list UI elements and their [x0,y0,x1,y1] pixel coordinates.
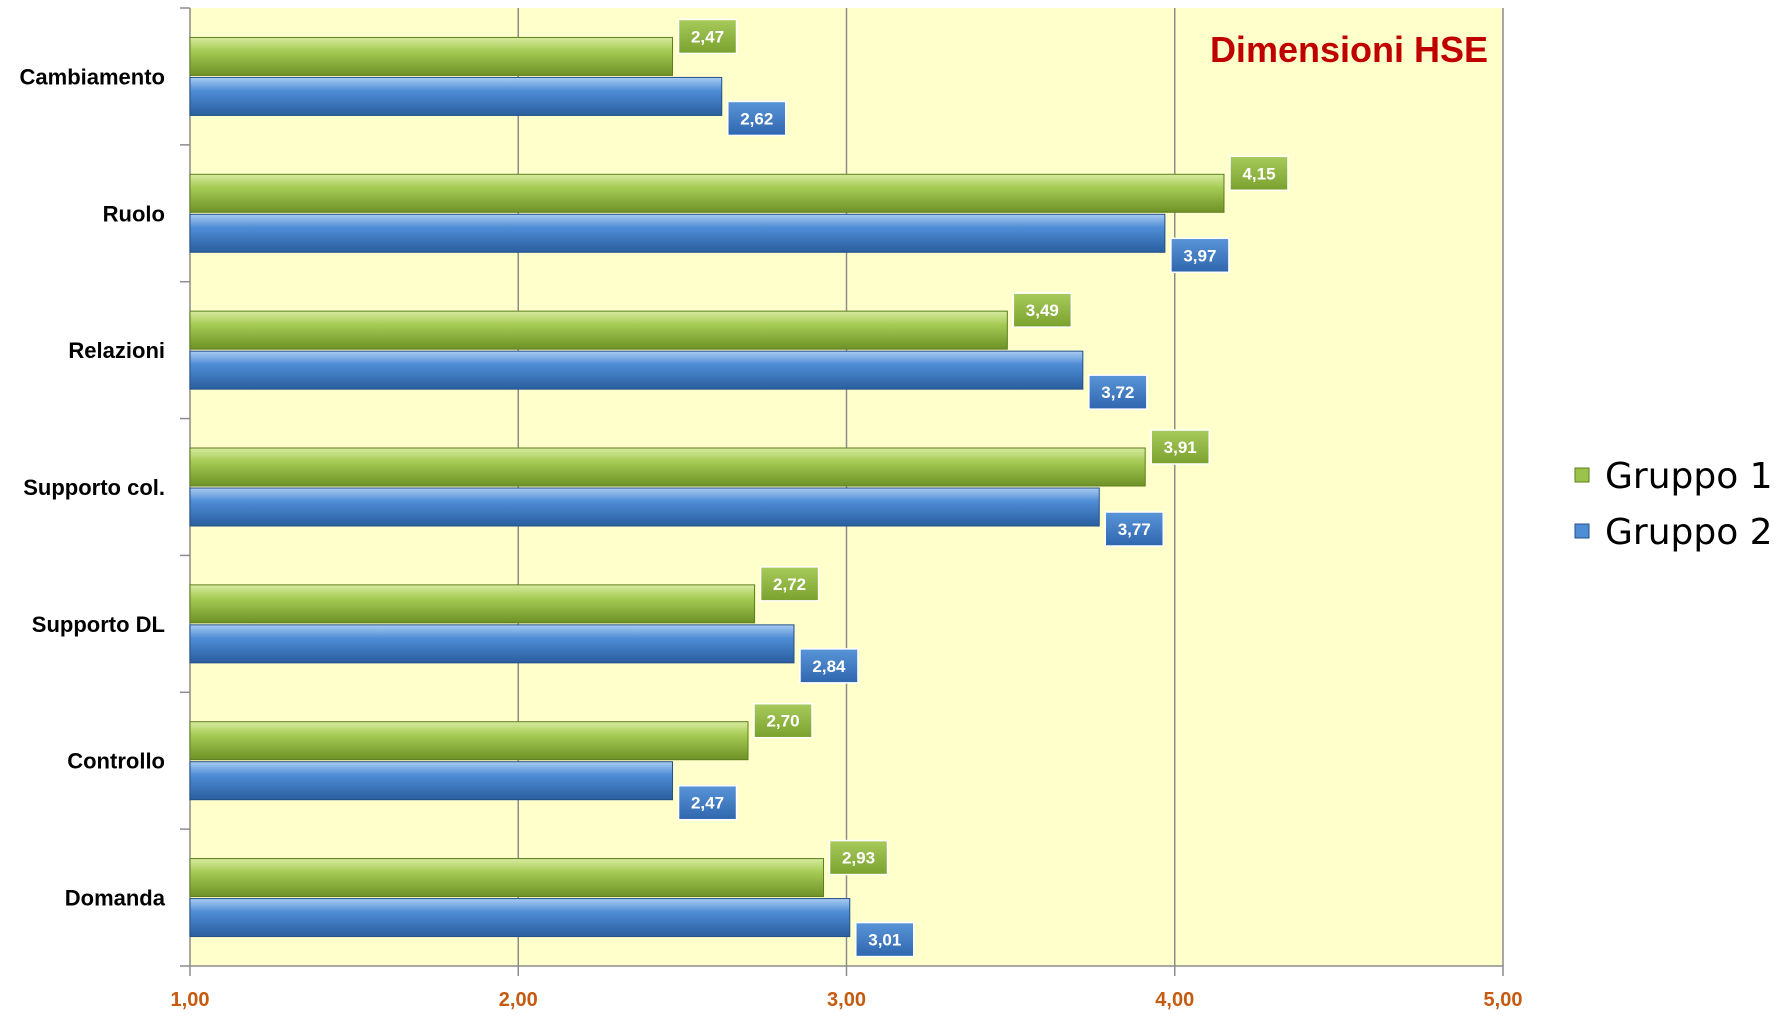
legend-label-gruppo-1: Gruppo 1 [1605,456,1773,497]
data-label: 2,93 [842,849,875,868]
bar-gruppo-2 [189,350,1084,390]
bar-gruppo-1 [189,36,674,76]
data-label-box [1150,429,1210,465]
legend-label-gruppo-2: Gruppo 2 [1605,512,1773,553]
category-label: Ruolo [103,201,165,226]
data-label: 3,97 [1183,246,1216,265]
data-label: 4,15 [1242,164,1275,183]
bar-gruppo-1 [189,858,825,898]
bar-gruppo-1 [189,721,749,761]
data-label: 2,72 [773,575,806,594]
data-label-box [1229,155,1289,192]
data-label: 3,01 [868,931,901,950]
category-label: Cambiamento [20,64,165,89]
x-tick-label: 2,00 [499,989,538,1011]
data-label-box [1104,511,1165,547]
bar-gruppo-2 [189,898,851,938]
data-label-box [1170,237,1230,274]
data-label: 2,70 [766,712,799,731]
bar-gruppo-1 [189,173,1225,213]
data-label: 2,47 [691,794,724,813]
bar-gruppo-1 [189,584,756,624]
bar-gruppo-1 [189,310,1008,350]
data-label-box [753,702,813,739]
data-label-box [855,921,915,958]
data-label: 2,47 [691,27,724,46]
x-tick-label: 3,00 [827,989,866,1011]
bar-gruppo-2 [189,213,1166,253]
category-label: Supporto DL [32,612,165,637]
bar-gruppo-2 [189,624,795,664]
x-tick-label: 5,00 [1484,989,1523,1011]
x-tick-label: 1,00 [171,989,210,1011]
data-label: 2,62 [740,109,773,128]
data-label-box [828,839,889,876]
legend-marker-gruppo-1 [1574,467,1590,483]
data-label: 3,72 [1101,383,1134,402]
data-label-box [799,648,859,684]
bar-gruppo-1 [189,447,1146,487]
data-label-box [677,18,738,55]
data-label-box [759,566,820,602]
bar-gruppo-2 [189,761,674,801]
data-label: 3,91 [1164,438,1197,457]
bar-gruppo-2 [189,76,723,116]
category-label: Domanda [65,886,166,911]
data-label-box [727,100,787,137]
legend: Gruppo 1 Gruppo 2 [1574,456,1773,553]
category-label: Supporto col. [23,475,165,500]
data-label: 3,49 [1026,301,1059,320]
data-label: 2,84 [812,657,846,676]
data-label: 3,77 [1118,520,1151,539]
category-label: Controllo [67,749,165,774]
bar-gruppo-2 [189,487,1100,527]
data-label-box [1012,292,1073,328]
data-label-box [1088,374,1148,410]
category-label: Relazioni [68,338,165,363]
chart-title: Dimensioni HSE [1210,29,1488,70]
x-tick-label: 4,00 [1155,989,1194,1011]
legend-marker-gruppo-2 [1574,523,1590,539]
data-label-box [677,784,738,821]
